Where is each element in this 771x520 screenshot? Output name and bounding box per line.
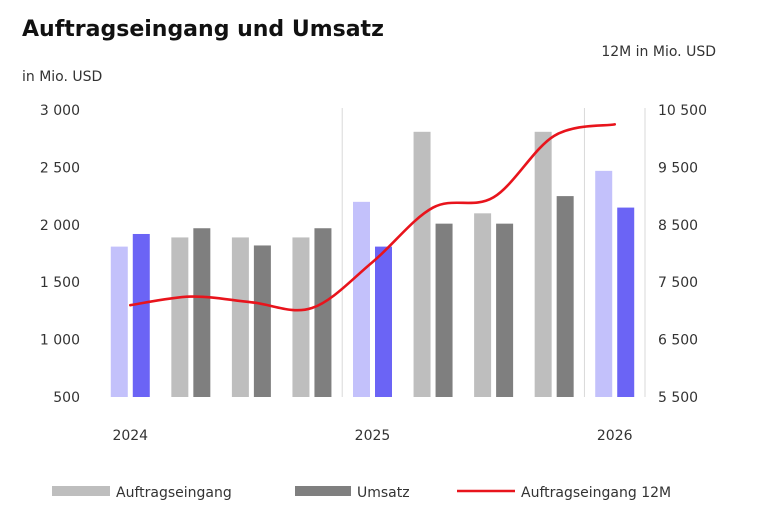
x-axis-labels: 2024 2025 2026 xyxy=(112,428,632,444)
bar-auftragseingang xyxy=(292,237,310,397)
legend-swatch-bar xyxy=(295,486,351,496)
bar-auftragseingang xyxy=(595,170,613,397)
left-axis-unit: in Mio. USD xyxy=(22,69,102,85)
right-tick-label: 6 500 xyxy=(658,333,698,349)
x-tick-label: 2026 xyxy=(597,428,633,444)
bar-umsatz xyxy=(132,233,150,397)
bar-auftragseingang xyxy=(474,213,492,397)
legend-label: Umsatz xyxy=(357,485,410,501)
x-tick-label: 2025 xyxy=(355,428,391,444)
right-tick-label: 10 500 xyxy=(658,103,707,119)
bar-umsatz xyxy=(617,207,635,397)
x-tick-label: 2024 xyxy=(112,428,148,444)
right-axis-unit: 12M in Mio. USD xyxy=(601,44,716,60)
bar-umsatz xyxy=(193,228,211,397)
left-tick-label: 2 000 xyxy=(40,218,80,234)
bar-auftragseingang xyxy=(110,246,128,397)
line-auftragseingang-12m xyxy=(128,123,617,312)
legend-swatch-bar xyxy=(52,486,110,496)
bar-auftragseingang xyxy=(171,237,189,397)
line-series xyxy=(128,123,617,312)
bar-umsatz xyxy=(496,223,514,397)
right-tick-label: 9 500 xyxy=(658,160,698,176)
chart-title: Auftragseingang und Umsatz xyxy=(22,17,384,42)
legend-label: Auftragseingang 12M xyxy=(521,485,671,501)
right-tick-label: 8 500 xyxy=(658,218,698,234)
legend-label: Auftragseingang xyxy=(116,485,232,501)
year-dividers xyxy=(341,108,646,397)
bar-auftragseingang xyxy=(413,131,431,397)
bar-auftragseingang xyxy=(534,131,552,397)
right-tick-label: 5 500 xyxy=(658,390,698,406)
left-tick-label: 500 xyxy=(53,390,80,406)
bar-umsatz xyxy=(375,246,392,397)
bar-umsatz xyxy=(253,245,271,397)
bars xyxy=(110,131,635,397)
left-tick-label: 1 000 xyxy=(40,333,80,349)
right-tick-label: 7 500 xyxy=(658,275,698,291)
bar-umsatz xyxy=(556,196,574,397)
legend: Auftragseingang Umsatz Auftragseingang 12M xyxy=(52,485,671,501)
bar-auftragseingang xyxy=(353,201,370,397)
left-tick-label: 3 000 xyxy=(40,103,80,119)
left-tick-label: 1 500 xyxy=(40,275,80,291)
bar-auftragseingang xyxy=(231,237,249,397)
bar-umsatz xyxy=(435,223,453,397)
right-axis-ticks: 10 500 9 500 8 500 7 500 6 500 5 500 xyxy=(658,103,707,406)
left-tick-label: 2 500 xyxy=(40,160,80,176)
bar-umsatz xyxy=(314,228,332,397)
left-axis-ticks: 3 000 2 500 2 000 1 500 1 000 500 xyxy=(40,103,80,406)
